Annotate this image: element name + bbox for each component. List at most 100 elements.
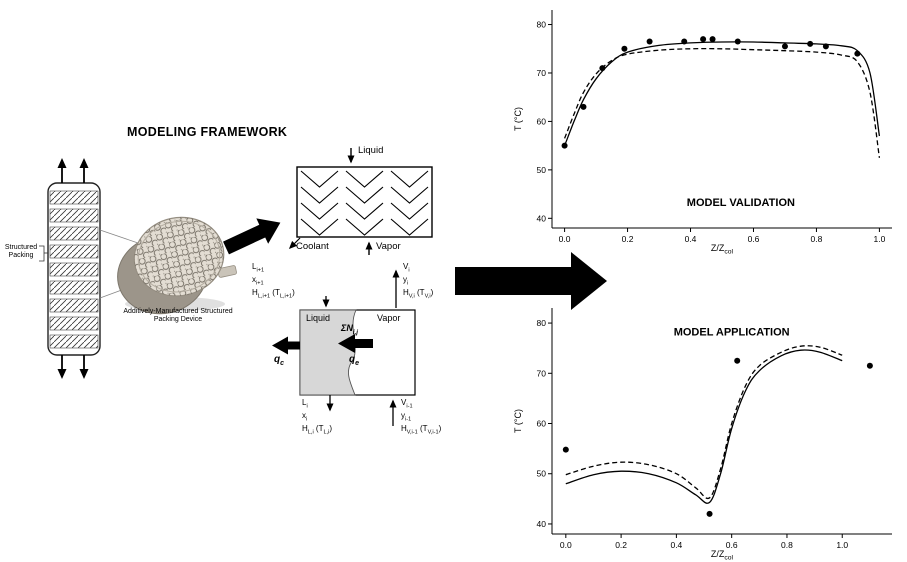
y-tick-label: 40: [537, 213, 547, 223]
stream-label: Li+1: [252, 262, 265, 274]
stage-vapor-label: Vapor: [377, 313, 401, 323]
chart-svg: 0.0 0.2 0.4 0.6 0.8 1.0 40 50 60 70 80 Z/Zcol T (°C)…: [513, 10, 892, 256]
device-channels: [134, 217, 224, 296]
y-tick-label: 50: [537, 165, 547, 175]
data-point: [822, 43, 829, 50]
x-tick-label: 0.4: [685, 234, 697, 244]
data-point: [734, 38, 741, 45]
chart-title: MODEL VALIDATION: [687, 197, 795, 209]
data-point: [561, 142, 568, 149]
data-point: [621, 45, 628, 52]
chart-svg: 0.0 0.2 0.4 0.6 0.8 1.0 40 50 60 70 80 Z/Zcol T (°C)…: [513, 308, 892, 562]
x-tick-label: 0.0: [559, 234, 571, 244]
framework-title: MODELING FRAMEWORK: [127, 125, 288, 139]
model-prediction-dashed: [563, 47, 881, 158]
hx-liquid-label: Liquid: [358, 145, 384, 156]
coolant-arrow: [288, 237, 301, 250]
hx-vapor-label: Vapor: [376, 241, 401, 252]
packing-sections: [49, 190, 99, 349]
stream-label: xi: [302, 411, 308, 423]
y-tick-label: 60: [537, 116, 547, 126]
qc-heat-arrow: [272, 336, 300, 355]
hx-coolant-label: Coolant: [296, 241, 329, 252]
heat-exchanger-diagram: [288, 148, 433, 255]
y-tick-label: 80: [537, 318, 547, 328]
stream-label: HL,i (TL,i): [302, 424, 333, 436]
y-tick-label: 50: [537, 469, 547, 479]
stage-diagram: [272, 269, 416, 426]
data-point: [866, 362, 873, 369]
data-point: [709, 36, 716, 43]
chart-title: MODEL APPLICATION: [674, 327, 790, 339]
x-tick-label: 1.0: [836, 540, 848, 550]
liquid-in-stream-labels: Li+1 xi+1 HL,i+1 (TL,i+1): [252, 262, 295, 301]
device-rim: [137, 220, 221, 293]
mass-flux-arrow: [338, 334, 373, 353]
data-point: [854, 50, 861, 57]
data-point: [599, 65, 606, 72]
x-tick-label: 0.2: [615, 540, 627, 550]
data-point: [734, 357, 741, 364]
stream-label: HL,i+1 (TL,i+1): [252, 288, 295, 300]
packing-device-photo: [117, 216, 237, 315]
stream-label: Li: [302, 398, 308, 410]
liquid-region: [299, 309, 357, 396]
exchanger-box: [296, 166, 433, 238]
data-point: [562, 446, 569, 453]
y-tick-label: 40: [537, 519, 547, 529]
x-tick-label: 1.0: [873, 234, 885, 244]
stream-label: HV,i (TV,i): [403, 288, 434, 300]
device-to-exchanger-arrow: [223, 218, 281, 255]
x-tick-label: 0.8: [781, 540, 793, 550]
x-axis-label: Z/Zcol: [711, 243, 734, 254]
x-tick-label: 0.0: [560, 540, 572, 550]
column-top-arrows: [57, 158, 89, 183]
stage-stream-arrows: [322, 269, 400, 426]
data-point: [700, 36, 707, 43]
y-tick-label: 80: [537, 20, 547, 30]
packing-corrugations: [300, 170, 429, 236]
qc-label: qc: [274, 354, 285, 367]
x-tick-label: 0.4: [670, 540, 682, 550]
x-axis-label: Z/Zcol: [711, 549, 734, 560]
device-label: Additively-Manufactured Structured Packi…: [123, 308, 233, 324]
model-prediction-dashed: [565, 345, 843, 500]
model-application-chart: 0.0 0.2 0.4 0.6 0.8 1.0 40 50 60 70 80 Z/Zcol T (°C)…: [510, 300, 906, 562]
data-point: [706, 510, 713, 517]
structured-packing-label: Structured Packing: [4, 244, 38, 260]
x-tick-label: 0.8: [811, 234, 823, 244]
stream-label: Vi: [403, 262, 410, 274]
packed-column-diagram: [39, 158, 139, 379]
y-axis-label: T (°C): [513, 409, 523, 433]
model-validation-chart: 0.0 0.2 0.4 0.6 0.8 1.0 40 50 60 70 80 Z/Zcol T (°C)…: [510, 2, 906, 256]
stream-label: Vi-1: [401, 398, 413, 410]
data-point: [807, 40, 814, 47]
x-tick-label: 0.6: [726, 540, 738, 550]
column-bottom-arrows: [57, 355, 89, 379]
callout-line-top: [99, 229, 139, 244]
data-point: [681, 38, 688, 45]
mass-flux-label: ΣNi,j: [341, 323, 359, 336]
stream-label: yi: [403, 275, 409, 287]
data-point: [646, 38, 653, 45]
data-point: [580, 103, 587, 110]
x-tick-label: 0.6: [748, 234, 760, 244]
qe-label: qe: [349, 354, 360, 367]
y-axis-label: T (°C): [513, 107, 523, 131]
model-prediction-solid: [565, 349, 843, 504]
stream-label: xi+1: [252, 275, 264, 287]
y-tick-label: 60: [537, 419, 547, 429]
vapor-out-stream-labels: Vi yi HV,i (TV,i): [403, 262, 433, 301]
model-prediction-solid: [563, 41, 881, 146]
label-bracket: [39, 245, 45, 262]
y-tick-label: 70: [537, 68, 547, 78]
data-point: [781, 43, 788, 50]
framework-to-results-arrow: [455, 252, 607, 310]
vapor-in-stream-labels: Vi-1 yi-1 HV,i-1 (TV,i-1): [401, 398, 441, 437]
stream-label: yi-1: [401, 411, 412, 423]
y-tick-label: 70: [537, 368, 547, 378]
liquid-out-stream-labels: Li xi HL,i (TL,i): [302, 398, 332, 437]
stream-label: HV,i-1 (TV,i-1): [401, 424, 442, 436]
